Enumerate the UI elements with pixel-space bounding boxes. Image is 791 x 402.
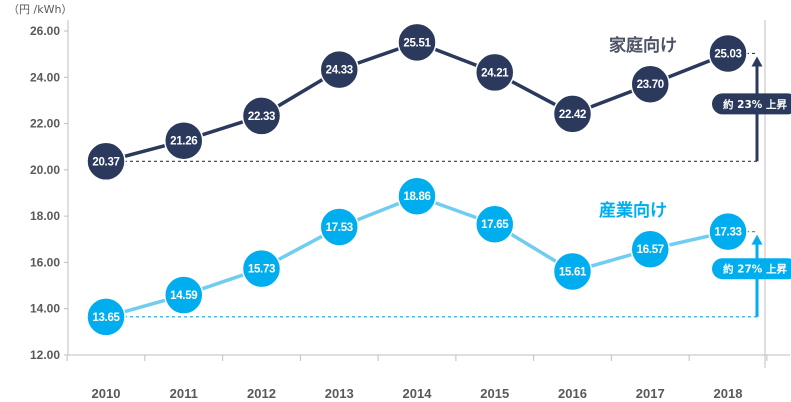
data-label: 17.65 xyxy=(481,219,509,231)
x-tick-label: 2010 xyxy=(92,386,121,401)
data-point xyxy=(397,176,437,216)
data-label: 21.26 xyxy=(170,136,197,148)
data-point xyxy=(708,211,748,252)
data-point xyxy=(86,297,126,337)
x-tick-label: 2016 xyxy=(558,386,587,401)
y-tick-label: 16.00 xyxy=(30,255,60,269)
series-name-label: 家庭向け xyxy=(609,35,677,56)
data-point xyxy=(319,207,359,247)
data-label: 24.21 xyxy=(481,67,509,79)
y-axis-unit-label: （円 /kWh） xyxy=(8,3,72,16)
data-label: 15.73 xyxy=(248,264,275,276)
data-label: 25.03 xyxy=(714,48,741,60)
x-tick-label: 2013 xyxy=(325,386,354,401)
x-tick-label: 2018 xyxy=(714,386,743,401)
data-point xyxy=(241,248,282,289)
data-label: 22.33 xyxy=(248,111,275,123)
data-label: 15.61 xyxy=(559,266,587,278)
data-point xyxy=(241,96,282,136)
increase-badge xyxy=(712,258,791,280)
y-tick-label: 18.00 xyxy=(30,209,60,223)
x-tick-label: 2014 xyxy=(403,386,433,401)
data-point xyxy=(552,251,593,292)
series-name-label: 産業向け xyxy=(599,200,667,221)
data-label: 24.33 xyxy=(326,65,353,77)
x-tick-label: 2015 xyxy=(480,386,509,401)
increase-badge-label: 約 27% 上昇 xyxy=(723,263,787,276)
data-label: 14.59 xyxy=(170,290,197,302)
data-label: 22.42 xyxy=(559,109,586,121)
data-point xyxy=(475,204,515,244)
data-label: 13.65 xyxy=(92,312,120,324)
data-label: 17.33 xyxy=(714,227,741,239)
data-label: 20.37 xyxy=(92,156,119,168)
y-tick-label: 26.00 xyxy=(30,24,60,38)
data-point xyxy=(319,49,359,90)
data-point xyxy=(397,22,437,63)
x-tick-label: 2017 xyxy=(636,386,665,401)
y-tick-label: 22.00 xyxy=(30,117,60,131)
data-point xyxy=(86,141,126,182)
increase-badge xyxy=(712,93,791,115)
data-label: 17.53 xyxy=(326,222,353,234)
data-label: 18.86 xyxy=(403,191,430,203)
data-label: 25.51 xyxy=(403,37,431,49)
data-point xyxy=(475,52,515,93)
data-label: 16.57 xyxy=(637,244,664,256)
y-tick-label: 12.00 xyxy=(30,348,60,362)
data-point xyxy=(630,64,670,104)
increase-badge-label: 約 23% 上昇 xyxy=(723,98,787,111)
x-tick-label: 2012 xyxy=(247,386,276,401)
x-tick-label: 2011 xyxy=(170,386,198,401)
increase-arrow-head xyxy=(751,56,763,67)
y-tick-label: 14.00 xyxy=(30,302,60,316)
data-point xyxy=(164,120,204,161)
data-label: 23.70 xyxy=(637,79,664,91)
data-point xyxy=(164,275,204,315)
y-tick-label: 24.00 xyxy=(30,70,60,84)
increase-arrow-head xyxy=(751,234,763,245)
data-point xyxy=(708,33,748,74)
data-point xyxy=(552,94,593,134)
data-point xyxy=(630,229,670,269)
y-tick-label: 20.00 xyxy=(30,163,60,177)
